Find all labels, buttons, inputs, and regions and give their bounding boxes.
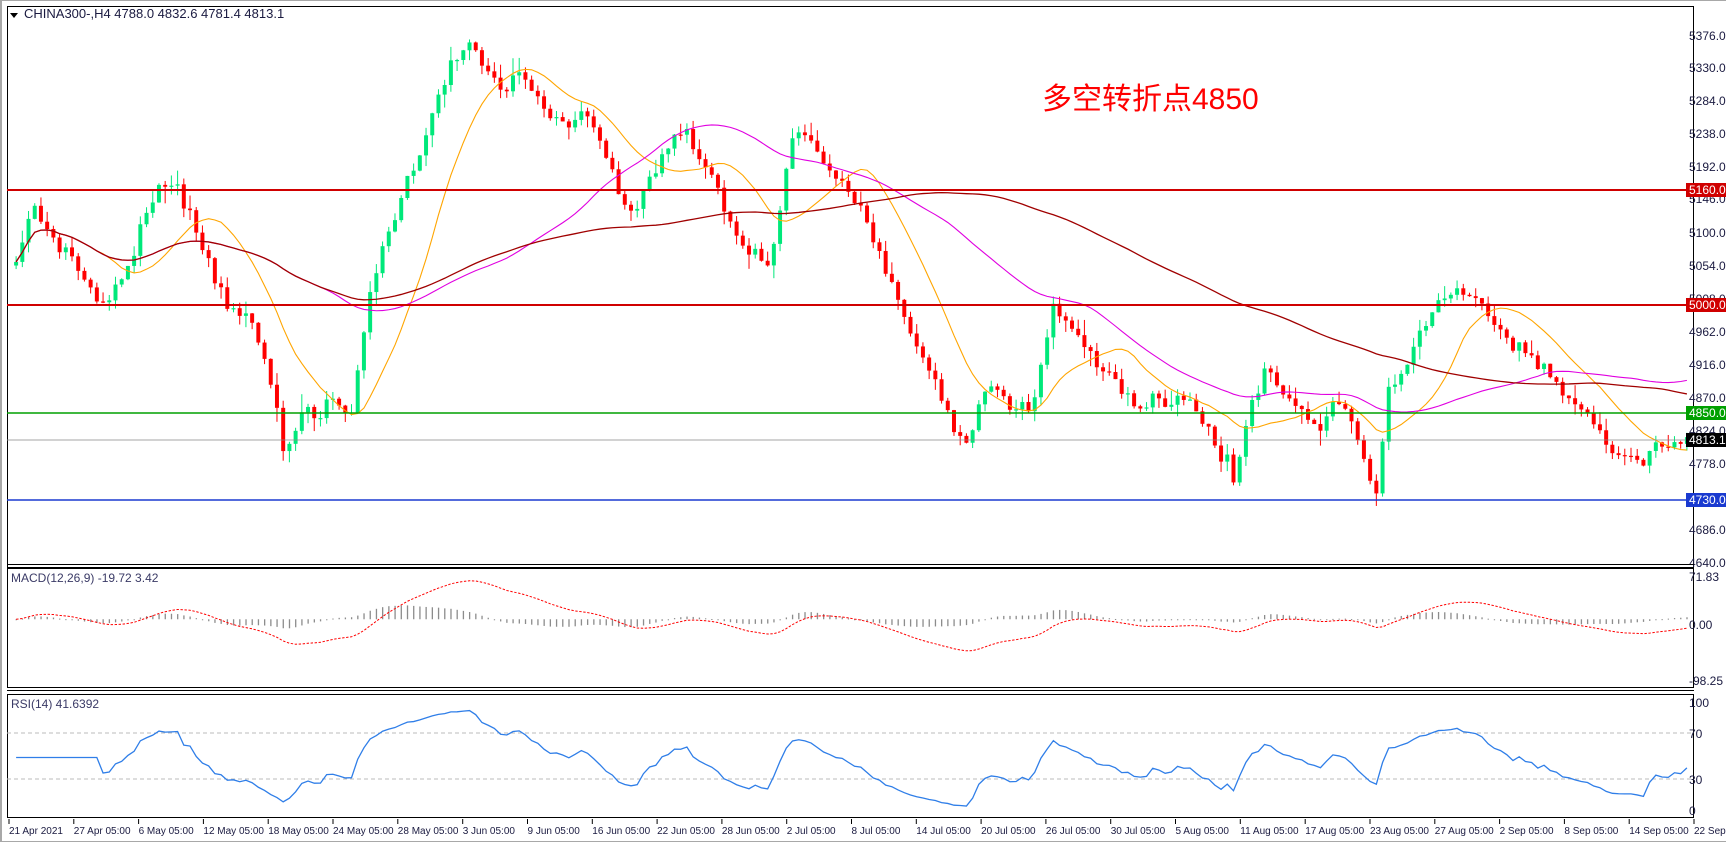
svg-text:12 May 05:00: 12 May 05:00 — [203, 826, 264, 837]
svg-text:0: 0 — [1689, 804, 1696, 818]
svg-text:4813.1: 4813.1 — [1689, 433, 1726, 447]
svg-text:MACD(12,26,9) -19.72 3.42: MACD(12,26,9) -19.72 3.42 — [11, 571, 159, 585]
svg-text:6 May 05:00: 6 May 05:00 — [139, 826, 194, 837]
svg-text:16 Jun 05:00: 16 Jun 05:00 — [592, 826, 650, 837]
svg-text:22 Jun 05:00: 22 Jun 05:00 — [657, 826, 715, 837]
svg-text:4850.0: 4850.0 — [1689, 406, 1726, 420]
svg-text:71.83: 71.83 — [1689, 570, 1719, 584]
svg-text:2 Jul 05:00: 2 Jul 05:00 — [787, 826, 836, 837]
svg-text:CHINA300-,H4 4788.0 4832.6 47: CHINA300-,H4 4788.0 4832.6 4781.4 4813.1 — [24, 6, 284, 21]
svg-text:100: 100 — [1689, 696, 1709, 710]
svg-text:4640.0: 4640.0 — [1689, 556, 1726, 570]
svg-text:18 May 05:00: 18 May 05:00 — [268, 826, 329, 837]
svg-text:5192.0: 5192.0 — [1689, 160, 1726, 174]
svg-text:4916.0: 4916.0 — [1689, 358, 1726, 372]
svg-text:11 Aug 05:00: 11 Aug 05:00 — [1240, 826, 1299, 837]
svg-text:27 Apr 05:00: 27 Apr 05:00 — [74, 826, 131, 837]
svg-text:4778.0: 4778.0 — [1689, 457, 1726, 471]
svg-text:4686.0: 4686.0 — [1689, 523, 1726, 537]
svg-text:5238.0: 5238.0 — [1689, 127, 1726, 141]
svg-text:24 May 05:00: 24 May 05:00 — [333, 826, 394, 837]
svg-text:5376.0: 5376.0 — [1689, 29, 1726, 43]
svg-text:21 Apr 2021: 21 Apr 2021 — [9, 826, 63, 837]
svg-text:30: 30 — [1689, 773, 1703, 787]
svg-text:27 Aug 05:00: 27 Aug 05:00 — [1435, 826, 1494, 837]
svg-text:28 May 05:00: 28 May 05:00 — [398, 826, 459, 837]
svg-text:-98.25: -98.25 — [1689, 674, 1723, 688]
svg-text:17 Aug 05:00: 17 Aug 05:00 — [1305, 826, 1364, 837]
svg-text:RSI(14) 41.6392: RSI(14) 41.6392 — [11, 697, 99, 711]
svg-text:26 Jul 05:00: 26 Jul 05:00 — [1046, 826, 1101, 837]
svg-text:5160.0: 5160.0 — [1689, 183, 1726, 197]
svg-text:4962.0: 4962.0 — [1689, 325, 1726, 339]
svg-text:多空转折点4850: 多空转折点4850 — [1042, 83, 1259, 116]
svg-text:14 Jul 05:00: 14 Jul 05:00 — [916, 826, 971, 837]
svg-text:5054.0: 5054.0 — [1689, 259, 1726, 273]
svg-text:14 Sep 05:00: 14 Sep 05:00 — [1629, 826, 1689, 837]
svg-text:28 Jun 05:00: 28 Jun 05:00 — [722, 826, 780, 837]
svg-text:4730.0: 4730.0 — [1689, 493, 1726, 507]
svg-text:8 Sep 05:00: 8 Sep 05:00 — [1564, 826, 1618, 837]
svg-text:5284.0: 5284.0 — [1689, 94, 1726, 108]
svg-text:4870.0: 4870.0 — [1689, 391, 1726, 405]
svg-text:0.00: 0.00 — [1689, 618, 1713, 632]
svg-text:70: 70 — [1689, 727, 1703, 741]
svg-text:30 Jul 05:00: 30 Jul 05:00 — [1111, 826, 1166, 837]
svg-text:23 Aug 05:00: 23 Aug 05:00 — [1370, 826, 1429, 837]
svg-text:3 Jun 05:00: 3 Jun 05:00 — [463, 826, 516, 837]
svg-text:5330.0: 5330.0 — [1689, 61, 1726, 75]
svg-text:9 Jun 05:00: 9 Jun 05:00 — [528, 826, 581, 837]
svg-text:5100.0: 5100.0 — [1689, 226, 1726, 240]
svg-text:5000.0: 5000.0 — [1689, 298, 1726, 312]
svg-text:2 Sep 05:00: 2 Sep 05:00 — [1500, 826, 1554, 837]
svg-text:8 Jul 05:00: 8 Jul 05:00 — [852, 826, 901, 837]
svg-text:5 Aug 05:00: 5 Aug 05:00 — [1176, 826, 1230, 837]
svg-text:22 Sep 05:00: 22 Sep 05:00 — [1694, 826, 1726, 837]
svg-text:20 Jul 05:00: 20 Jul 05:00 — [981, 826, 1036, 837]
